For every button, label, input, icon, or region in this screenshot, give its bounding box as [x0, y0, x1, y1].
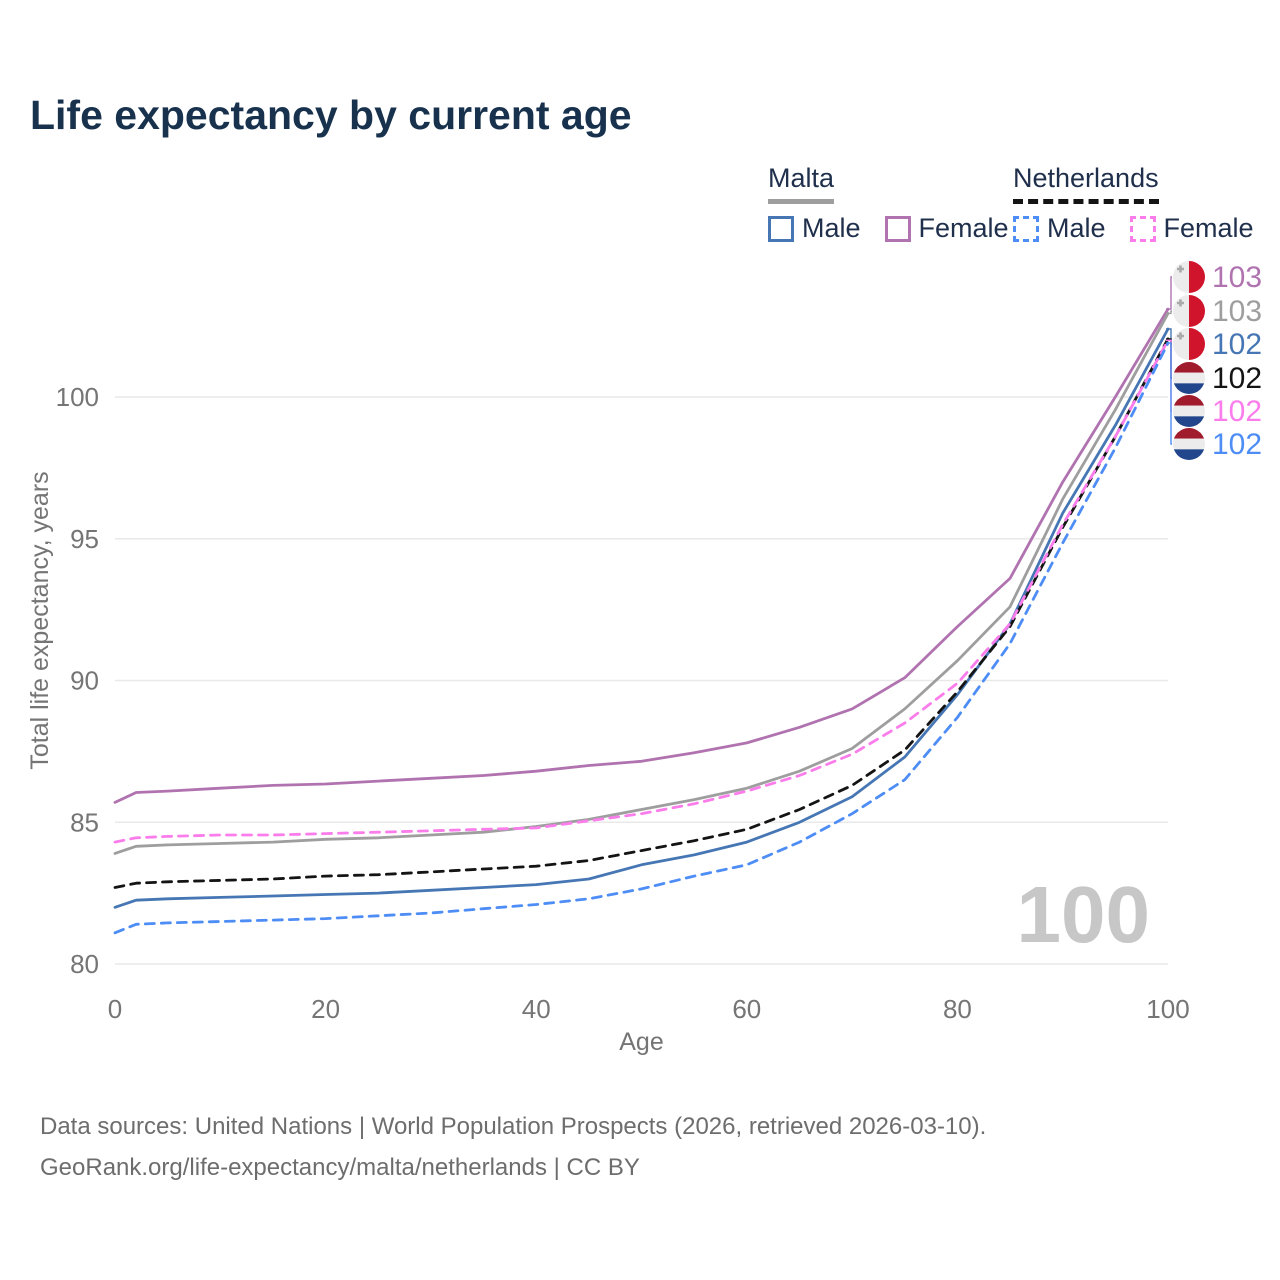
y-tick-90: 90: [70, 666, 99, 696]
legend-group-malta: Malta Male Female: [768, 163, 1009, 244]
end-value-label-malta-female: 103: [1212, 261, 1262, 294]
legend-group-netherlands: Netherlands Male Female: [1013, 163, 1254, 244]
footer-attribution: GeoRank.org/life-expectancy/malta/nether…: [40, 1154, 640, 1181]
malta-flag-icon: [1173, 295, 1205, 327]
line-malta-female: [113, 307, 1170, 804]
legend-country-malta: Malta: [768, 163, 835, 204]
end-value-label-malta-male: 102: [1212, 328, 1262, 361]
footer-data-sources: Data sources: United Nations | World Pop…: [40, 1113, 987, 1140]
legend-label-netherlands-female: Female: [1163, 213, 1254, 243]
netherlands-male-swatch-icon: [1013, 215, 1039, 242]
footer: Data sources: United Nations | World Pop…: [40, 1106, 986, 1188]
y-tick-95: 95: [70, 524, 99, 554]
end-value-label-netherlands-both-sexes: 102: [1212, 362, 1262, 395]
legend-item-netherlands-male: Male: [1013, 213, 1106, 244]
y-tick-80: 80: [70, 949, 99, 979]
line-malta-both-sexes: [113, 312, 1170, 855]
legend-row-malta: Male Female: [768, 213, 1009, 244]
page-title: Life expectancy by current age: [30, 92, 632, 138]
malta-flag-icon: [1173, 261, 1205, 293]
line-netherlands-female: [113, 338, 1170, 844]
x-tick-80: 80: [943, 994, 972, 1024]
malta-male-swatch-icon: [768, 215, 794, 242]
x-tick-0: 0: [108, 994, 122, 1024]
line-netherlands-male: [113, 341, 1170, 935]
x-axis-title: Age: [619, 1028, 663, 1056]
malta-flag-icon: [1173, 328, 1205, 360]
line-netherlands-both-sexes: [113, 337, 1170, 889]
label-connector-malta-both-sexes: [1166, 310, 1172, 315]
line-malta-male: [113, 327, 1170, 909]
y-tick-100: 100: [56, 382, 99, 412]
legend-label-malta-female: Female: [918, 213, 1009, 243]
end-value-label-netherlands-male: 102: [1212, 428, 1262, 461]
x-tick-20: 20: [311, 994, 340, 1024]
legend-item-netherlands-female: Female: [1129, 213, 1254, 244]
x-tick-100: 100: [1146, 994, 1189, 1024]
legend-row-netherlands: Male Female: [1013, 213, 1254, 244]
end-value-label-malta-both-sexes: 103: [1212, 295, 1262, 328]
y-tick-85: 85: [70, 807, 99, 837]
netherlands-female-swatch-icon: [1129, 215, 1156, 242]
netherlands-flag-icon: [1173, 428, 1205, 460]
malta-female-swatch-icon: [884, 215, 911, 242]
x-tick-60: 60: [732, 994, 761, 1024]
label-connector-netherlands-male: [1166, 342, 1172, 445]
legend-item-malta-male: Male: [768, 213, 861, 244]
y-axis-title: Total life expectancy, years: [26, 471, 54, 769]
legend-label-netherlands-male: Male: [1047, 213, 1106, 243]
end-value-label-netherlands-female: 102: [1212, 395, 1262, 428]
netherlands-flag-icon: [1173, 362, 1205, 394]
legend-item-malta-female: Female: [884, 213, 1009, 244]
age-indicator-watermark: 100: [1017, 870, 1150, 959]
x-tick-40: 40: [522, 994, 551, 1024]
netherlands-flag-icon: [1173, 395, 1205, 427]
label-connector-malta-female: [1166, 276, 1172, 310]
legend-country-netherlands: Netherlands: [1013, 163, 1159, 204]
legend-label-malta-male: Male: [802, 213, 861, 243]
